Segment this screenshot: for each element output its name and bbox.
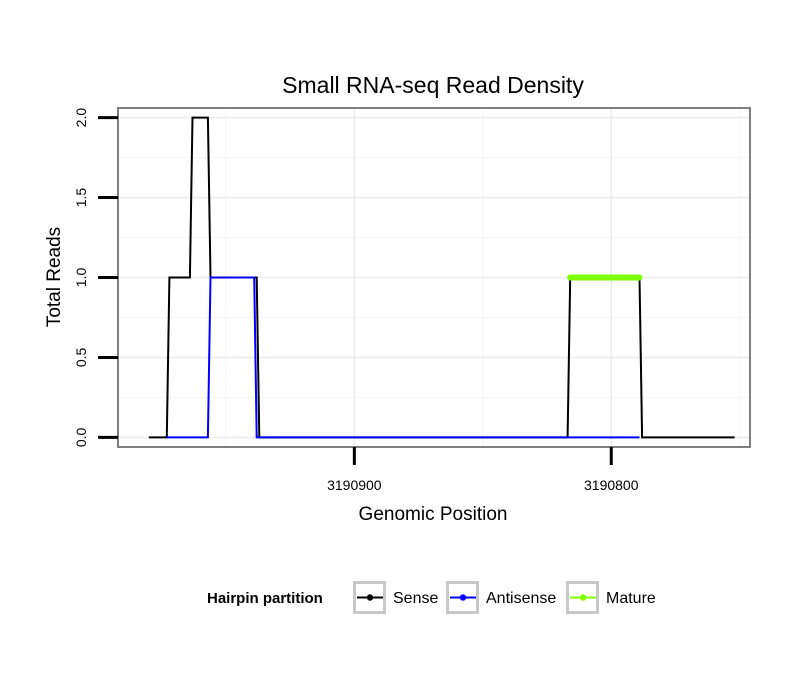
y-axis-label: Total Reads	[44, 227, 65, 327]
legend-label: Mature	[606, 590, 656, 607]
y-tick-label: 2.0	[73, 108, 89, 128]
y-axis: 0.0 0.5 1.0 1.5 2.0	[73, 108, 118, 447]
legend-key-point	[366, 594, 374, 601]
legend-item-sense: Sense	[353, 581, 438, 614]
x-tick-label: 3190800	[584, 477, 639, 493]
legend-key-point	[579, 594, 587, 601]
series-layer	[148, 116, 735, 439]
y-tick-label: 1.5	[73, 188, 89, 208]
legend-label: Sense	[393, 590, 438, 607]
y-tick-label: 0.0	[73, 427, 89, 447]
legend-key-point	[459, 594, 467, 601]
legend-item-antisense: Antisense	[446, 581, 556, 614]
x-axis: 3190900 3190800	[327, 447, 639, 493]
y-tick-label: 1.0	[73, 268, 89, 288]
legend: Hairpin partition Sense Antisense Mature	[207, 581, 656, 614]
legend-label: Antisense	[486, 590, 556, 607]
chart-title: Small RNA-seq Read Density	[282, 72, 584, 98]
legend-title: Hairpin partition	[207, 590, 323, 607]
series-antisense-line	[166, 276, 640, 439]
legend-item-mature: Mature	[566, 581, 656, 614]
x-tick-label: 3190900	[327, 477, 382, 493]
x-axis-label: Genomic Position	[359, 504, 508, 525]
y-tick-label: 0.5	[73, 348, 89, 368]
